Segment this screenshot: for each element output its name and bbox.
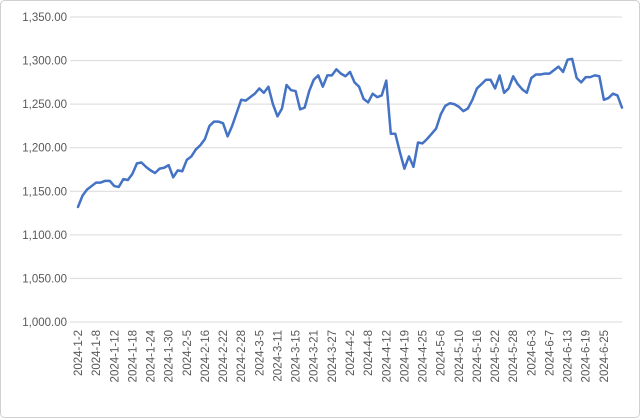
x-tick-label: 2024-6-13 [563,330,575,382]
x-tick-label: 2024-6-3 [526,330,538,376]
x-tick-label: 2024-4-25 [418,330,430,382]
x-tick-label: 2024-3-27 [327,330,339,382]
x-tick-label: 2024-1-12 [109,330,121,382]
y-tick-label: 1,150.00 [22,186,67,198]
x-tick-label: 2024-1-18 [127,330,139,382]
x-tick-label: 2024-4-2 [345,330,357,376]
x-tick-label: 2024-2-5 [182,330,194,376]
x-tick-label: 2024-1-8 [91,330,103,376]
x-tick-label: 2024-4-19 [399,330,411,382]
x-tick-label: 2024-3-15 [291,330,303,382]
y-tick-label: 1,200.00 [22,143,67,155]
data-line [76,57,624,209]
x-tick-label: 2024-3-21 [309,330,321,382]
y-tick-label: 1,000.00 [22,317,67,329]
x-tick-label: 2024-5-16 [472,330,484,382]
x-tick-label: 2024-1-24 [146,329,158,382]
y-tick-label: 1,250.00 [22,99,67,111]
x-tick-label: 2024-4-8 [363,330,375,376]
x-tick-label: 2024-5-10 [454,330,466,382]
y-tick-label: 1,100.00 [22,230,67,242]
x-tick-label: 2024-1-30 [164,330,176,382]
x-tick-label: 2024-3-5 [254,330,266,376]
x-tick-label: 2024-5-28 [508,330,520,382]
x-tick-label: 2024-5-6 [436,330,448,376]
x-tick-label: 2024-6-25 [599,330,611,382]
x-tick-label: 2024-1-2 [73,330,85,376]
x-tick-label: 2024-4-12 [381,330,393,382]
y-tick-label: 1,300.00 [22,56,67,68]
y-tick-label: 1,350.00 [22,12,67,24]
x-tick-label: 2024-2-28 [236,330,248,382]
x-tick-label: 2024-5-22 [490,330,502,382]
x-tick-label: 2024-3-11 [272,330,284,382]
x-tick-label: 2024-2-16 [200,330,212,382]
x-tick-label: 2024-6-7 [544,330,556,376]
x-tick-label: 2024-2-22 [218,330,230,382]
x-tick-label: 2024-6-19 [581,330,593,382]
y-tick-label: 1,050.00 [22,273,67,285]
